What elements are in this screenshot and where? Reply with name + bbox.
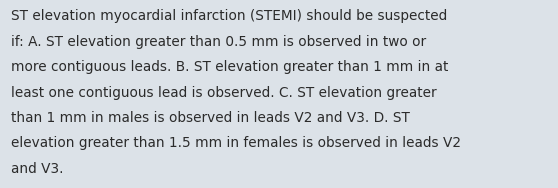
Text: ST elevation myocardial infarction (STEMI) should be suspected: ST elevation myocardial infarction (STEM… bbox=[11, 9, 448, 23]
Text: least one contiguous lead is observed. C. ST elevation greater: least one contiguous lead is observed. C… bbox=[11, 86, 437, 99]
Text: elevation greater than 1.5 mm in females is observed in leads V2: elevation greater than 1.5 mm in females… bbox=[11, 136, 461, 150]
Text: more contiguous leads. B. ST elevation greater than 1 mm in at: more contiguous leads. B. ST elevation g… bbox=[11, 60, 449, 74]
Text: than 1 mm in males is observed in leads V2 and V3. D. ST: than 1 mm in males is observed in leads … bbox=[11, 111, 410, 125]
Text: if: A. ST elevation greater than 0.5 mm is observed in two or: if: A. ST elevation greater than 0.5 mm … bbox=[11, 35, 426, 49]
Text: and V3.: and V3. bbox=[11, 162, 64, 176]
